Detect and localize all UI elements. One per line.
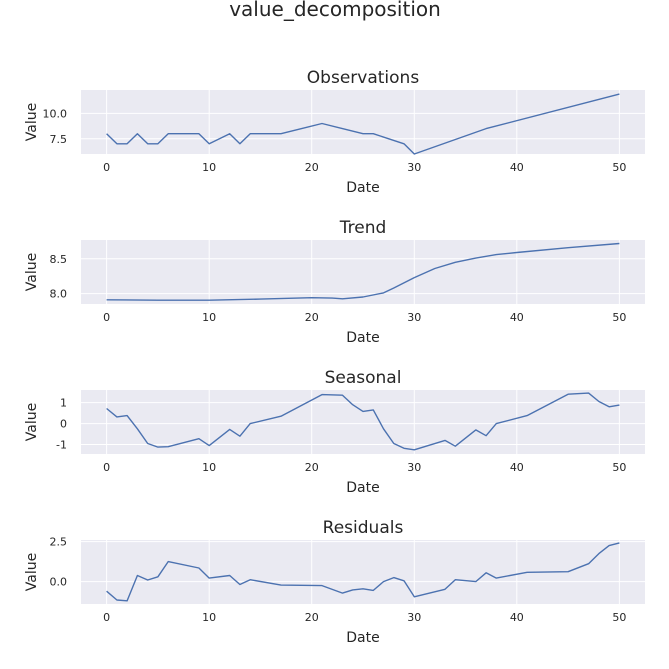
x-tick-label: 40	[510, 311, 524, 324]
x-tick-label: 0	[103, 611, 110, 624]
x-tick-label: 30	[407, 311, 421, 324]
x-tick-label: 30	[407, 611, 421, 624]
x-axis-label: Date	[346, 480, 379, 496]
x-tick-label: 20	[305, 161, 319, 174]
y-tick-label: 2.5	[50, 536, 68, 549]
y-tick-label: -1	[56, 439, 67, 452]
x-tick-label: 0	[103, 311, 110, 324]
subplot-seasonal: 0 10 20 30 40 50 -1 0 1 Seasonal Date Value	[24, 368, 645, 496]
x-axis-label: Date	[346, 180, 379, 196]
x-tick-label: 40	[510, 611, 524, 624]
y-axis-label: Value	[24, 103, 40, 141]
x-tick-label: 10	[202, 311, 216, 324]
subplot-title: Trend	[339, 218, 387, 238]
plot-area	[81, 390, 645, 454]
subplots: 0 10 20 30 40 507.510.0ObservationsDateValue0…	[24, 68, 645, 646]
x-tick-label: 50	[612, 161, 626, 174]
x-tick-label: 0	[103, 461, 110, 474]
y-tick-label: 7.5	[50, 133, 68, 146]
x-tick-label: 0	[103, 161, 110, 174]
y-axis-label: Value	[24, 253, 40, 291]
subplot-title: Observations	[307, 68, 420, 88]
figure-title: value_decomposition	[229, 0, 441, 21]
x-tick-label: 10	[202, 611, 216, 624]
series-line	[106, 242, 620, 301]
x-tick-label: 10	[202, 461, 216, 474]
subplot-observations: 0 10 20 30 40 50 7.5 10.0 Observations Date Value	[24, 68, 645, 196]
series-line	[106, 392, 620, 451]
y-tick-label: 8.0	[50, 288, 68, 301]
series-line	[106, 93, 620, 155]
x-tick-label: 50	[612, 311, 626, 324]
plot-area	[81, 240, 645, 304]
x-tick-label: 30	[407, 461, 421, 474]
subplot-residuals: 0 10 20 30 40 50 0.0 2.5 Residuals Date Value	[24, 518, 645, 646]
series-line	[106, 542, 620, 602]
x-tick-label: 30	[407, 161, 421, 174]
x-tick-label: 20	[305, 461, 319, 474]
subplot-title: Seasonal	[325, 368, 402, 388]
y-axis-label: Value	[24, 553, 40, 591]
y-axis-label: Value	[24, 403, 40, 441]
subplot-trend: 0 10 20 30 40 50 8.0 8.5 Trend Date Value	[24, 218, 645, 346]
x-tick-label: 50	[612, 461, 626, 474]
y-tick-label: 10.0	[43, 107, 68, 120]
y-tick-label: 0.0	[50, 576, 68, 589]
x-axis-label: Date	[346, 630, 379, 646]
y-tick-label: 0	[60, 418, 67, 431]
x-tick-label: 40	[510, 161, 524, 174]
x-axis-label: Date	[346, 330, 379, 346]
y-tick-label: 8.5	[50, 253, 68, 266]
subplot-title: Residuals	[323, 518, 404, 538]
x-tick-label: 10	[202, 161, 216, 174]
x-tick-label: 40	[510, 461, 524, 474]
x-tick-label: 20	[305, 311, 319, 324]
plot-area	[81, 90, 645, 154]
x-tick-label: 50	[612, 611, 626, 624]
y-tick-label: 1	[60, 397, 67, 410]
x-tick-label: 20	[305, 611, 319, 624]
